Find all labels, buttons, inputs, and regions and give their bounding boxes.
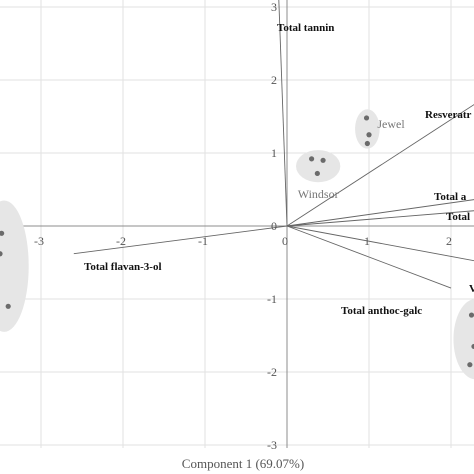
y-tick-label: 0: [271, 219, 277, 233]
data-point: [471, 343, 474, 350]
loading-label: Total flavan-3-ol: [84, 261, 162, 273]
zero-axes: [0, 0, 474, 448]
data-point: [0, 251, 3, 257]
loading-label: Resveratr: [425, 109, 472, 121]
loading-vector: [286, 104, 474, 227]
data-point: [320, 157, 326, 163]
x-tick-label: 2: [446, 234, 452, 248]
group-ellipse: [355, 109, 380, 149]
y-tick-label: 3: [271, 0, 277, 14]
loading-vector: [286, 225, 452, 289]
data-point: [309, 156, 315, 162]
loading-vector: [278, 0, 288, 227]
x-tick-label: -1: [198, 234, 208, 248]
x-tick-label: -3: [34, 234, 44, 248]
y-tick-label: 1: [271, 146, 277, 160]
group-ellipse: [453, 299, 474, 380]
group-ellipse: [0, 200, 29, 332]
group-ellipses: [0, 109, 474, 380]
loading-vector: [73, 225, 288, 255]
x-tick-label: -2: [116, 234, 126, 248]
observation-points: [0, 115, 474, 368]
y-tick-label: -1: [267, 292, 277, 306]
y-tick-label: 2: [271, 73, 277, 87]
x-tick-label: 0: [282, 234, 288, 248]
data-point: [5, 303, 11, 309]
data-point: [364, 140, 370, 147]
x-axis-title: Component 1 (69.07%): [182, 456, 304, 471]
data-point: [363, 115, 370, 121]
group-label: Windsor: [298, 187, 339, 201]
group-ellipse: [296, 150, 341, 183]
y-tick-label: -3: [267, 438, 277, 452]
x-tick-label: 1: [364, 234, 370, 248]
data-point: [468, 312, 474, 318]
loading-vector: [286, 210, 474, 227]
data-point: [0, 230, 5, 236]
loading-label: Total a: [434, 191, 467, 203]
loading-vector: [286, 199, 474, 227]
grid: [0, 0, 474, 448]
loading-label: Total tannin: [277, 22, 334, 34]
loading-label: Total: [446, 211, 470, 223]
loading-label: Total anthoc-galc: [341, 305, 422, 317]
data-point: [366, 132, 372, 138]
loading-vectors: [73, 0, 474, 289]
data-point: [467, 362, 473, 368]
y-tick-label: -2: [267, 365, 277, 379]
loading-label: V: [469, 283, 474, 295]
loading-vector: [286, 225, 474, 262]
data-point: [314, 170, 320, 177]
group-label: Jewel: [377, 117, 405, 131]
